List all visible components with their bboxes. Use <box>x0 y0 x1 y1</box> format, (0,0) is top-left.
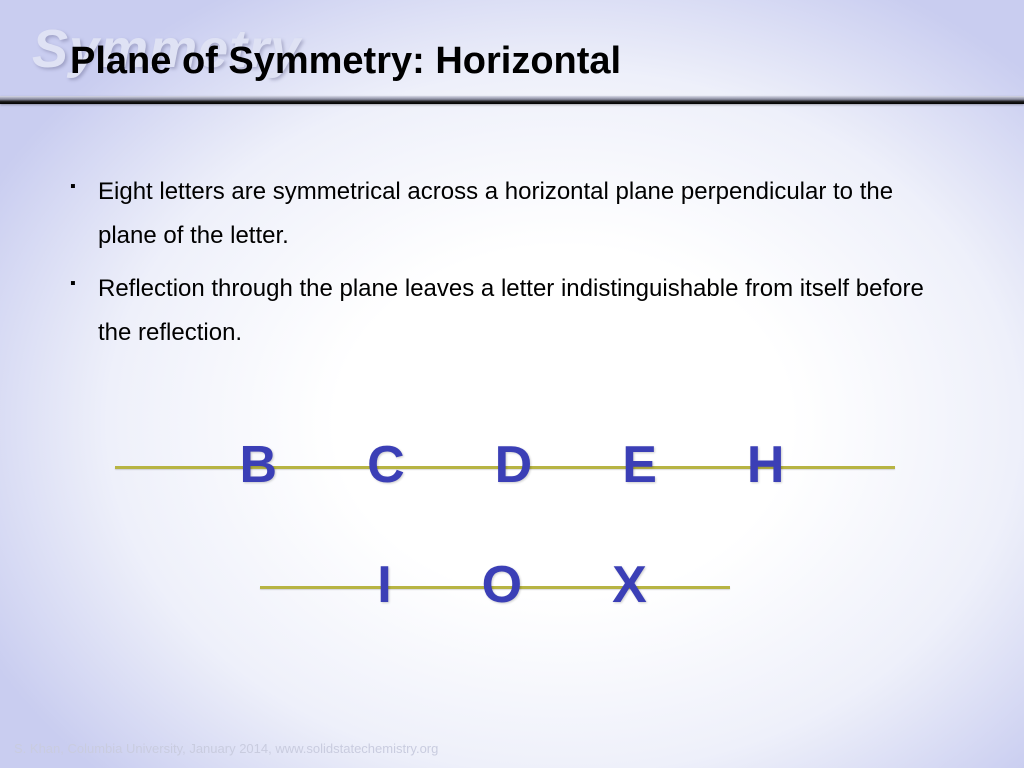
slide-title: Plane of Symmetry: Horizontal <box>70 40 621 83</box>
letters-row-2: I O X <box>0 555 1024 615</box>
letter: H <box>747 435 785 495</box>
footer-attribution: S. Khan, Columbia University, January 20… <box>14 741 438 756</box>
letter: D <box>495 435 533 495</box>
letters-row-1: B C D E H <box>0 435 1024 495</box>
bullet-item: Eight letters are symmetrical across a h… <box>70 170 954 259</box>
title-divider <box>0 96 1024 104</box>
letter: B <box>240 435 278 495</box>
letter: I <box>377 555 391 615</box>
bullet-item: Reflection through the plane leaves a le… <box>70 267 954 356</box>
bullet-list: Eight letters are symmetrical across a h… <box>70 170 954 364</box>
letter: O <box>482 555 522 615</box>
letter: E <box>622 435 657 495</box>
letter: C <box>367 435 405 495</box>
letter: X <box>612 555 647 615</box>
